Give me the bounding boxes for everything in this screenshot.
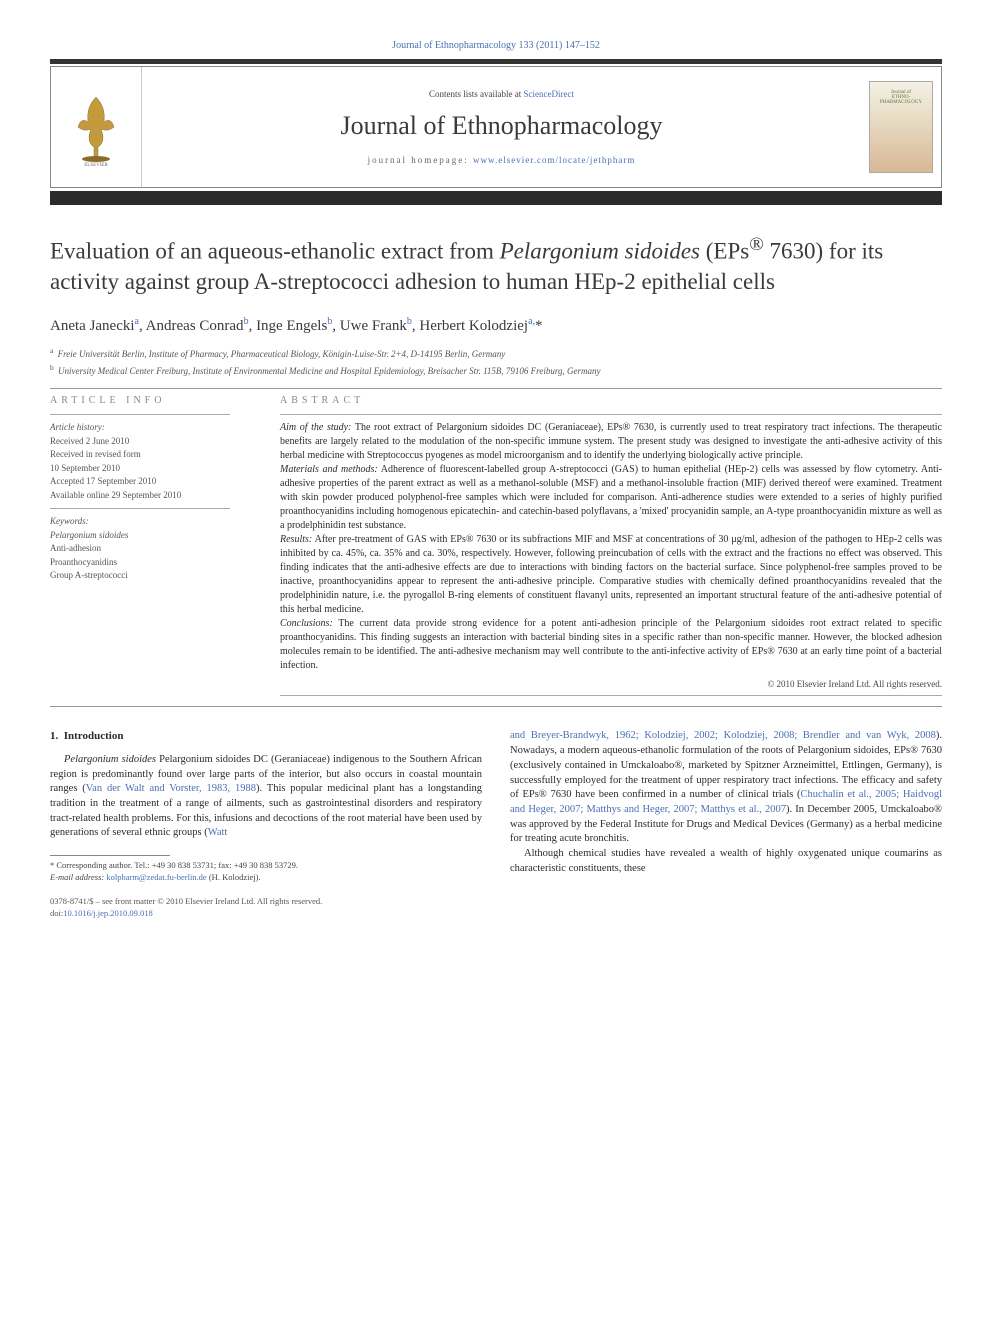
abstract-rule-bottom [280, 695, 942, 696]
elsevier-tree-icon: ELSEVIER [66, 87, 126, 167]
intro-paragraph-2: Although chemical studies have revealed … [510, 847, 942, 876]
journal-header-box: ELSEVIER Contents lists available at Sci… [50, 66, 942, 188]
online-date: Available online 29 September 2010 [50, 489, 250, 503]
column-left: 1. Introduction Pelargonium sidoides Pel… [50, 729, 482, 883]
article-title: Evaluation of an aqueous-ethanolic extra… [50, 233, 942, 296]
column-right: and Breyer-Brandwyk, 1962; Kolodziej, 20… [510, 729, 942, 883]
homepage-label: journal homepage: [368, 155, 473, 165]
intro-paragraph-1: Pelargonium sidoides Pelargonium sidoide… [50, 753, 482, 841]
ref-link-watt[interactable]: Watt [208, 827, 228, 838]
journal-name: Journal of Ethnopharmacology [340, 111, 662, 141]
keyword-3: Proanthocyanidins [50, 556, 250, 570]
section-title: Introduction [64, 730, 124, 742]
keyword-4: Group A-streptococci [50, 569, 250, 583]
affiliation-a: Freie Universität Berlin, Institute of P… [58, 349, 506, 359]
intro-paragraph-1-cont: and Breyer-Brandwyk, 1962; Kolodziej, 20… [510, 729, 942, 847]
contents-text: Contents lists available at [429, 89, 523, 99]
citation-header: Journal of Ethnopharmacology 133 (2011) … [50, 40, 942, 51]
body-top-rule [50, 706, 942, 707]
page-footer: 0378-8741/$ – see front matter © 2010 El… [50, 896, 942, 920]
journal-center: Contents lists available at ScienceDirec… [142, 67, 861, 187]
elsevier-logo: ELSEVIER [51, 67, 142, 187]
conclusions-label: Conclusions: [280, 618, 333, 629]
sciencedirect-link[interactable]: ScienceDirect [524, 89, 574, 99]
affiliations: a Freie Universität Berlin, Institute of… [50, 345, 942, 378]
aim-text: The root extract of Pelargonium sidoides… [280, 422, 942, 461]
keywords-label: Keywords: [50, 515, 250, 529]
corr-author-line: * Corresponding author. Tel.: +49 30 838… [50, 860, 482, 872]
history-label: Article history: [50, 421, 250, 435]
conclusions-text: The current data provide strong evidence… [280, 618, 942, 671]
keyword-2: Anti-adhesion [50, 542, 250, 556]
footnote-separator [50, 855, 170, 856]
corr-email-link[interactable]: kolpharm@zedat.fu-berlin.de [106, 872, 206, 882]
section-rule [50, 388, 942, 389]
journal-cover-thumb: Journal ofETHNO-PHARMACOLOGY [861, 67, 941, 187]
affiliation-b: University Medical Center Freiburg, Inst… [58, 366, 601, 376]
section-number: 1. [50, 730, 58, 742]
article-info-column: ARTICLE INFO Article history: Received 2… [50, 395, 250, 702]
ref-link-vanderwalt[interactable]: Van der Walt and Vorster, 1983, 1988 [86, 783, 256, 794]
article-info-heading: ARTICLE INFO [50, 395, 250, 406]
doi-link[interactable]: 10.1016/j.jep.2010.09.018 [63, 908, 152, 918]
revised-date: 10 September 2010 [50, 462, 250, 476]
black-divider-bar [50, 191, 942, 205]
accepted-date: Accepted 17 September 2010 [50, 475, 250, 489]
cover-image: Journal ofETHNO-PHARMACOLOGY [869, 81, 933, 173]
journal-homepage-line: journal homepage: www.elsevier.com/locat… [368, 155, 636, 165]
results-text: After pre-treatment of GAS with EPs® 763… [280, 534, 942, 615]
body-columns: 1. Introduction Pelargonium sidoides Pel… [50, 729, 942, 883]
aim-label: Aim of the study: [280, 422, 351, 433]
info-rule-2 [50, 508, 230, 509]
materials-text: Adherence of fluorescent-labelled group … [280, 464, 942, 531]
corr-name: (H. Kolodziej). [207, 872, 261, 882]
article-history: Article history: Received 2 June 2010 Re… [50, 421, 250, 502]
received-date: Received 2 June 2010 [50, 435, 250, 449]
authors-line: Aneta Janeckia, Andreas Conradb, Inge En… [50, 316, 942, 335]
abstract-column: ABSTRACT Aim of the study: The root extr… [280, 395, 942, 702]
abstract-text: Aim of the study: The root extract of Pe… [280, 421, 942, 673]
materials-label: Materials and methods: [280, 464, 378, 475]
ref-link-multi[interactable]: and Breyer-Brandwyk, 1962; Kolodziej, 20… [510, 730, 936, 741]
svg-text:ELSEVIER: ELSEVIER [84, 163, 108, 167]
info-rule-1 [50, 414, 230, 415]
contents-available-line: Contents lists available at ScienceDirec… [429, 89, 574, 99]
section-1-heading: 1. Introduction [50, 729, 482, 744]
abstract-copyright: © 2010 Elsevier Ireland Ltd. All rights … [280, 679, 942, 689]
top-divider-bar [50, 59, 942, 64]
corresponding-author-footnote: * Corresponding author. Tel.: +49 30 838… [50, 860, 482, 884]
abstract-heading: ABSTRACT [280, 395, 942, 406]
keywords-block: Keywords: Pelargonium sidoides Anti-adhe… [50, 515, 250, 583]
journal-homepage-link[interactable]: www.elsevier.com/locate/jethpharm [473, 155, 635, 165]
doi-label: doi: [50, 908, 63, 918]
keyword-1: Pelargonium sidoides [50, 530, 128, 540]
results-label: Results: [280, 534, 312, 545]
abstract-rule-top [280, 414, 942, 415]
email-label: E-mail address: [50, 872, 106, 882]
footer-copyright: 0378-8741/$ – see front matter © 2010 El… [50, 896, 942, 908]
revised-label: Received in revised form [50, 448, 250, 462]
